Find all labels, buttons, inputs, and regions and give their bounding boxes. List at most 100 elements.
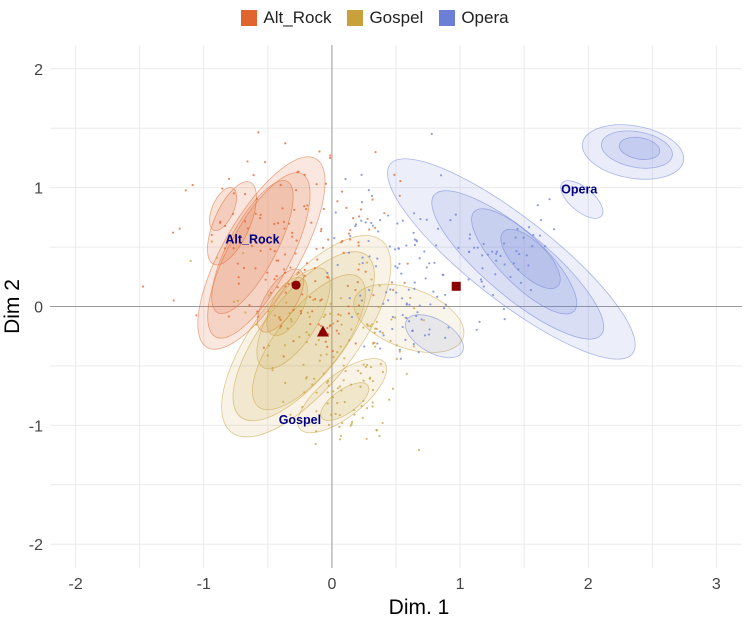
data-point-opera: [417, 351, 420, 354]
data-point-alt-rock: [221, 187, 224, 190]
data-point-alt-rock: [191, 183, 194, 187]
data-point-gospel: [338, 425, 341, 429]
data-point-gospel: [267, 294, 271, 297]
data-point-opera: [514, 236, 517, 239]
data-point-alt-rock: [227, 177, 231, 180]
data-point-opera: [376, 257, 379, 260]
data-point-gospel: [308, 315, 311, 318]
data-point-gospel: [339, 297, 343, 300]
data-point-gospel: [278, 317, 281, 320]
data-point-opera: [423, 334, 427, 337]
data-point-opera: [398, 262, 401, 265]
data-point-gospel: [322, 315, 325, 318]
data-point-gospel: [305, 340, 308, 344]
data-point-opera: [367, 189, 370, 192]
data-point-alt-rock: [374, 151, 377, 154]
data-point-alt-rock: [373, 226, 377, 229]
data-point-gospel: [350, 328, 353, 331]
data-point-alt-rock: [287, 222, 291, 225]
data-point-alt-rock: [275, 275, 278, 278]
data-point-gospel: [236, 299, 239, 303]
data-point-gospel: [362, 379, 365, 382]
data-point-alt-rock: [303, 205, 306, 208]
data-point-gospel: [358, 263, 361, 266]
data-point-opera: [411, 329, 414, 332]
data-point-alt-rock: [368, 228, 371, 231]
data-point-alt-rock: [287, 283, 290, 286]
data-point-alt-rock: [364, 270, 367, 273]
data-point-alt-rock: [255, 197, 258, 201]
data-point-opera: [444, 336, 447, 340]
points-layer: [142, 131, 556, 452]
data-point-gospel: [375, 327, 378, 330]
data-point-opera: [494, 273, 497, 276]
y-axis-title: Dim 2: [1, 279, 24, 334]
data-point-alt-rock: [266, 271, 269, 274]
data-point-opera: [486, 253, 490, 256]
data-point-gospel: [338, 413, 341, 417]
data-point-alt-rock: [273, 278, 276, 281]
data-point-gospel: [359, 372, 362, 375]
data-point-alt-rock: [309, 323, 312, 326]
data-point-gospel: [371, 323, 374, 326]
data-point-opera: [454, 213, 457, 216]
data-point-gospel: [288, 312, 291, 315]
legend-label-alt-rock: Alt_Rock: [263, 8, 332, 27]
data-point-opera: [433, 261, 436, 264]
data-point-alt-rock: [284, 285, 287, 288]
data-point-gospel: [371, 379, 375, 383]
density-contour-opera: [500, 228, 561, 289]
data-point-alt-rock: [254, 267, 257, 270]
y-tick-label: -2: [29, 537, 43, 554]
data-point-alt-rock: [313, 267, 317, 270]
data-point-opera: [376, 342, 379, 345]
data-point-alt-rock: [340, 190, 344, 193]
data-point-gospel: [305, 331, 308, 334]
data-point-alt-rock: [256, 310, 259, 313]
data-point-opera: [405, 316, 408, 320]
data-point-gospel: [313, 377, 316, 380]
data-point-opera: [370, 194, 374, 197]
data-point-gospel: [365, 437, 368, 440]
data-point-gospel: [317, 338, 320, 342]
data-point-gospel: [352, 409, 355, 412]
data-point-opera: [491, 293, 495, 297]
data-point-opera: [512, 262, 516, 265]
data-point-opera: [412, 342, 415, 346]
data-point-alt-rock: [232, 192, 236, 195]
data-point-opera: [449, 219, 452, 222]
data-point-gospel: [342, 379, 345, 382]
data-point-alt-rock: [322, 207, 325, 211]
data-point-alt-rock: [283, 227, 286, 230]
data-point-gospel: [266, 354, 269, 357]
data-point-alt-rock: [392, 288, 395, 292]
data-point-alt-rock: [184, 189, 187, 192]
data-point-opera: [408, 320, 411, 323]
data-point-opera: [349, 234, 352, 238]
data-point-alt-rock: [317, 323, 320, 326]
data-point-alt-rock: [243, 192, 247, 196]
data-point-opera: [429, 303, 432, 306]
data-point-gospel: [290, 320, 293, 323]
density-contour-alt-rock: [207, 172, 311, 339]
data-point-gospel: [306, 311, 310, 314]
x-axis-title: Dim. 1: [389, 596, 450, 619]
data-point-opera: [552, 228, 556, 231]
data-point-opera: [428, 262, 431, 265]
data-point-opera: [527, 264, 530, 267]
centroid-alt-rock: [291, 280, 301, 290]
data-point-gospel: [302, 363, 305, 366]
data-point-alt-rock: [142, 285, 145, 288]
centroid-layer: Alt_Rock Gospel Opera: [225, 183, 598, 428]
data-point-gospel: [381, 421, 384, 425]
data-point-gospel: [278, 326, 282, 329]
axes-layer: -2 -1 0 1 2 3 -2 -1 0 1 2 Dim. 1 Dim 2: [1, 62, 721, 619]
data-point-gospel: [314, 343, 318, 346]
data-point-opera: [525, 254, 528, 257]
data-point-opera: [538, 234, 542, 237]
data-point-gospel: [409, 296, 412, 300]
group-label-alt-rock: Alt_Rock: [225, 233, 279, 247]
centroid-opera: [451, 281, 461, 291]
data-point-alt-rock: [292, 340, 295, 343]
data-point-gospel: [339, 345, 342, 348]
